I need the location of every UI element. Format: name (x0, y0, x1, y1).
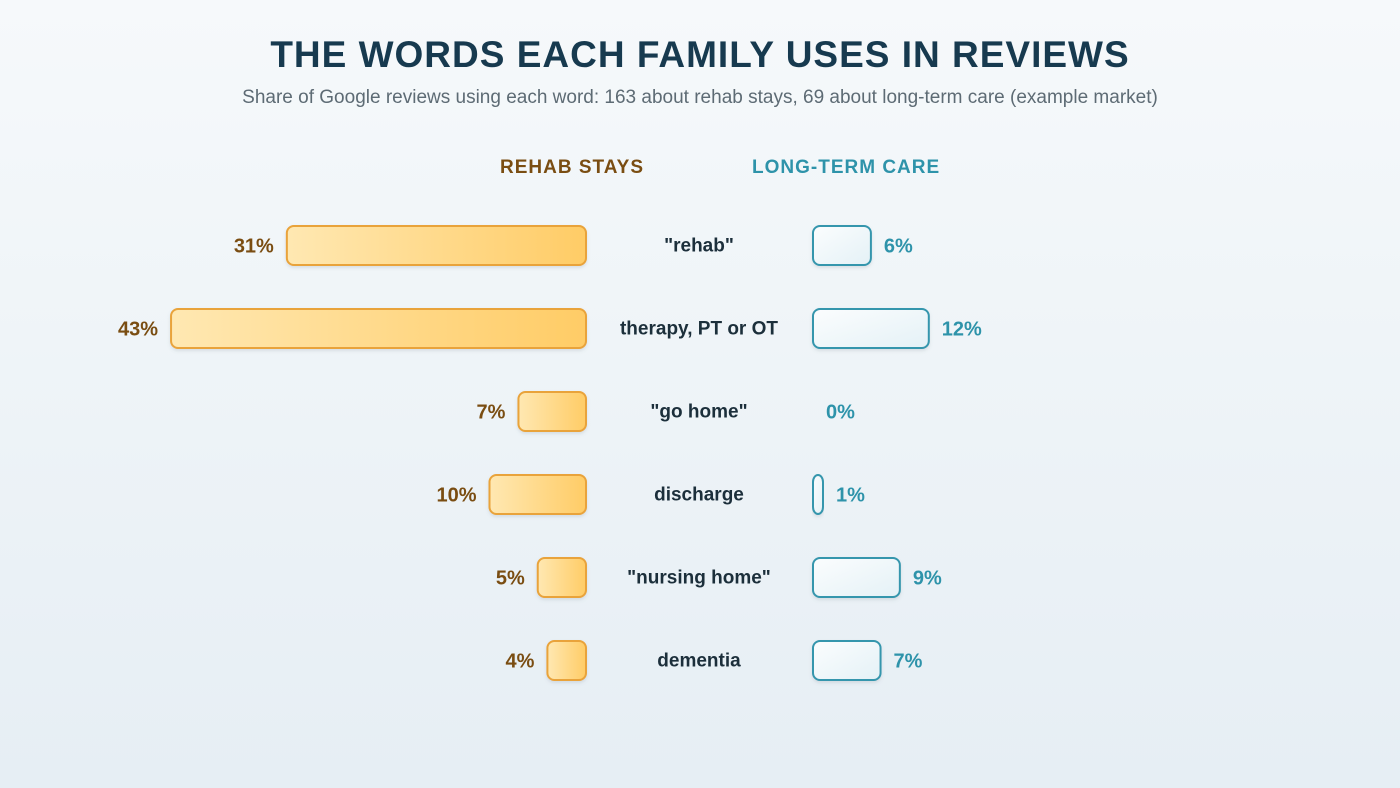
value-label-rehab-discharge: 10% (436, 485, 476, 507)
category-label-go-home: "go home" (650, 402, 747, 423)
value-label-rehab-rehab: 31% (234, 236, 274, 258)
value-label-rehab-go-home: 7% (477, 402, 506, 424)
bar-long-term-therapy-pt-or-ot (812, 308, 930, 349)
bar-rehab-discharge (488, 474, 587, 515)
bar-rehab-nursing-home (536, 557, 587, 598)
value-label-long-term-dementia: 7% (894, 651, 923, 673)
category-label-discharge: discharge (654, 485, 744, 506)
bar-long-term-discharge (812, 474, 824, 515)
value-label-long-term-therapy-pt-or-ot: 12% (942, 319, 982, 341)
bar-long-term-dementia (812, 640, 882, 681)
category-label-rehab: "rehab" (664, 236, 734, 257)
value-label-rehab-therapy-pt-or-ot: 43% (118, 319, 158, 341)
bar-long-term-nursing-home (812, 557, 901, 598)
value-label-long-term-nursing-home: 9% (913, 568, 942, 590)
category-label-nursing-home: "nursing home" (627, 568, 771, 589)
legend-rehab-stays: REHAB STAYS (500, 157, 645, 178)
value-label-long-term-discharge: 1% (836, 485, 865, 507)
value-label-long-term-go-home: 0% (826, 402, 855, 424)
bar-long-term-rehab (812, 225, 872, 266)
bar-rehab-rehab (285, 225, 587, 266)
chart-title: THE WORDS EACH FAMILY USES IN REVIEWS (270, 34, 1130, 75)
value-label-rehab-dementia: 4% (505, 651, 534, 673)
bar-rehab-go-home (517, 391, 588, 432)
bar-rehab-dementia (546, 640, 588, 681)
chart-subtitle: Share of Google reviews using each word:… (242, 87, 1158, 108)
legend-long-term-care: LONG-TERM CARE (752, 157, 941, 178)
bar-rehab-therapy-pt-or-ot (170, 308, 588, 349)
value-label-long-term-rehab: 6% (884, 236, 913, 258)
category-label-therapy-pt-or-ot: therapy, PT or OT (620, 319, 778, 340)
category-label-dementia: dementia (657, 651, 741, 672)
value-label-rehab-nursing-home: 5% (496, 568, 525, 590)
